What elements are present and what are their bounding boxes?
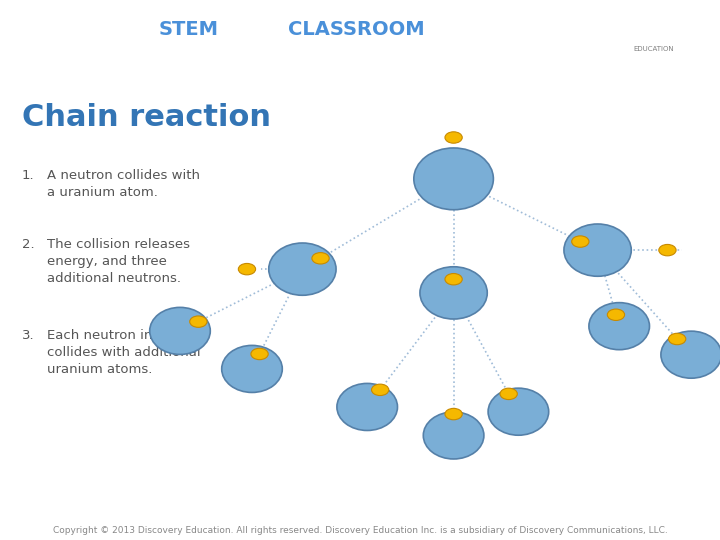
Text: the: the: [245, 32, 261, 43]
Circle shape: [668, 333, 685, 345]
Ellipse shape: [150, 307, 210, 354]
Circle shape: [659, 245, 676, 256]
Text: Copyright © 2013 Discovery Education. All rights reserved. Discovery Education I: Copyright © 2013 Discovery Education. Al…: [53, 526, 667, 535]
Circle shape: [572, 236, 589, 247]
Text: STEM: STEM: [158, 19, 218, 39]
Circle shape: [251, 348, 268, 360]
Ellipse shape: [414, 148, 493, 210]
Circle shape: [607, 309, 624, 320]
Circle shape: [445, 132, 462, 143]
Circle shape: [190, 316, 207, 327]
Text: 2.: 2.: [22, 238, 35, 251]
Circle shape: [238, 264, 256, 275]
Text: NAVY: NAVY: [22, 39, 72, 58]
Text: AMERICA'S: AMERICA'S: [22, 26, 64, 32]
Text: The collision releases
energy, and three
additional neutrons.: The collision releases energy, and three…: [47, 238, 190, 285]
Text: 3.: 3.: [22, 328, 35, 341]
Ellipse shape: [222, 346, 282, 393]
Ellipse shape: [423, 412, 484, 459]
Circle shape: [372, 384, 389, 395]
Circle shape: [312, 253, 329, 264]
Ellipse shape: [420, 267, 487, 319]
Text: EDUCATION: EDUCATION: [634, 45, 674, 52]
Circle shape: [445, 408, 462, 420]
Ellipse shape: [488, 388, 549, 435]
Circle shape: [500, 388, 518, 400]
Text: 1.: 1.: [22, 170, 35, 183]
Text: for: for: [245, 21, 258, 31]
Ellipse shape: [269, 243, 336, 295]
Ellipse shape: [589, 302, 649, 350]
Ellipse shape: [337, 383, 397, 430]
Circle shape: [445, 273, 462, 285]
Text: CLASSROOM: CLASSROOM: [288, 19, 425, 39]
Text: Each neutron in turn
collides with additional
uranium atoms.: Each neutron in turn collides with addit…: [47, 328, 200, 375]
Text: Discovery: Discovery: [634, 22, 718, 37]
Text: A neutron collides with
a uranium atom.: A neutron collides with a uranium atom.: [47, 170, 200, 199]
Ellipse shape: [564, 224, 631, 276]
Text: Chain reaction: Chain reaction: [22, 103, 271, 132]
Ellipse shape: [661, 331, 720, 378]
